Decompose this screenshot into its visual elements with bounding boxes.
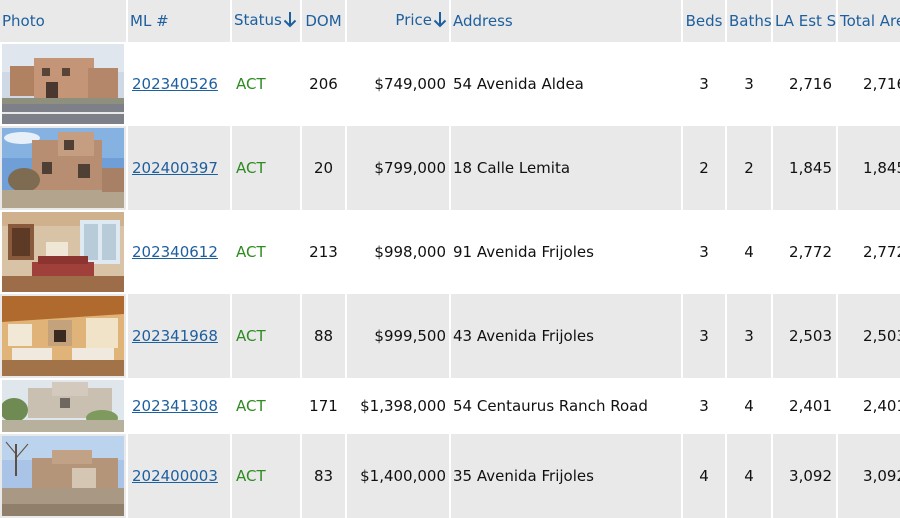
ml-number-link[interactable]: 202341308 [132, 397, 218, 415]
ml-number-cell: 202340612 [128, 210, 230, 294]
total-area-cell: 3,092 [838, 434, 900, 518]
status-cell: ACT [232, 210, 300, 294]
la-est-cell: 2,401 [773, 378, 836, 434]
status-cell: ACT [232, 434, 300, 518]
column-header-baths[interactable]: Baths [727, 0, 771, 42]
address-cell: 18 Calle Lemita [451, 126, 681, 210]
table-row[interactable]: 202340612 ACT 213 $998,000 91 Avenida Fr… [0, 210, 900, 294]
table-row[interactable]: 202400003 ACT 83 $1,400,000 35 Avenida F… [0, 434, 900, 518]
baths-cell: 3 [727, 42, 771, 126]
address-cell: 54 Avenida Aldea [451, 42, 681, 126]
listing-photo-cell[interactable] [0, 294, 126, 378]
column-header-address[interactable]: Address [451, 0, 681, 42]
interior-living-room-photo[interactable] [2, 296, 124, 376]
dom-cell: 206 [302, 42, 345, 126]
table-row[interactable]: 202341308 ACT 171 $1,398,000 54 Centauru… [0, 378, 900, 434]
column-header-photo[interactable]: Photo [0, 0, 126, 42]
price-cell: $799,000 [347, 126, 449, 210]
address-cell: 54 Centaurus Ranch Road [451, 378, 681, 434]
ml-number-link[interactable]: 202340612 [132, 243, 218, 261]
la-est-cell: 2,503 [773, 294, 836, 378]
price-cell: $998,000 [347, 210, 449, 294]
header-row: Photo ML # Status DOM Price Address Beds… [0, 0, 900, 42]
table-row[interactable]: 202340526 ACT 206 $749,000 54 Avenida Al… [0, 42, 900, 126]
address-cell: 43 Avenida Frijoles [451, 294, 681, 378]
baths-cell: 4 [727, 434, 771, 518]
beds-cell: 4 [683, 434, 725, 518]
status-cell: ACT [232, 42, 300, 126]
column-header-dom[interactable]: DOM [302, 0, 345, 42]
total-area-cell: 2,772 [838, 210, 900, 294]
house-exterior-photo[interactable] [2, 128, 124, 208]
la-est-cell: 2,716 [773, 42, 836, 126]
price-cell: $1,398,000 [347, 378, 449, 434]
listing-photo-cell[interactable] [0, 210, 126, 294]
arrow-down-icon[interactable] [283, 11, 297, 32]
house-exterior-photo[interactable] [2, 436, 124, 516]
status-cell: ACT [232, 378, 300, 434]
total-area-cell: 2,401 [838, 378, 900, 434]
table-row[interactable]: 202400397 ACT 20 $799,000 18 Calle Lemit… [0, 126, 900, 210]
ml-number-link[interactable]: 202341968 [132, 327, 218, 345]
beds-cell: 3 [683, 294, 725, 378]
price-cell: $999,500 [347, 294, 449, 378]
total-area-cell: 2,503 [838, 294, 900, 378]
la-est-cell: 3,092 [773, 434, 836, 518]
ml-number-cell: 202400003 [128, 434, 230, 518]
address-cell: 91 Avenida Frijoles [451, 210, 681, 294]
beds-cell: 3 [683, 210, 725, 294]
dom-cell: 20 [302, 126, 345, 210]
ml-number-cell: 202340526 [128, 42, 230, 126]
la-est-cell: 1,845 [773, 126, 836, 210]
baths-cell: 3 [727, 294, 771, 378]
ml-number-link[interactable]: 202400003 [132, 467, 218, 485]
baths-cell: 4 [727, 210, 771, 294]
column-header-price[interactable]: Price [347, 0, 449, 42]
price-cell: $1,400,000 [347, 434, 449, 518]
baths-cell: 2 [727, 126, 771, 210]
la-est-cell: 2,772 [773, 210, 836, 294]
listing-photo-cell[interactable] [0, 126, 126, 210]
listing-photo-cell[interactable] [0, 434, 126, 518]
column-header-beds[interactable]: Beds [683, 0, 725, 42]
ml-number-link[interactable]: 202340526 [132, 75, 218, 93]
beds-cell: 3 [683, 42, 725, 126]
dom-cell: 171 [302, 378, 345, 434]
ml-number-cell: 202400397 [128, 126, 230, 210]
house-exterior-photo[interactable] [2, 44, 124, 124]
listing-photo-cell[interactable] [0, 42, 126, 126]
ml-number-link[interactable]: 202400397 [132, 159, 218, 177]
ml-number-cell: 202341968 [128, 294, 230, 378]
total-area-cell: 1,845 [838, 126, 900, 210]
column-header-status[interactable]: Status [232, 0, 300, 42]
column-header-ml-number[interactable]: ML # [128, 0, 230, 42]
table-row[interactable]: 202341968 ACT 88 $999,500 43 Avenida Fri… [0, 294, 900, 378]
dom-cell: 88 [302, 294, 345, 378]
column-header-la-est[interactable]: LA Est S [773, 0, 836, 42]
house-exterior-photo[interactable] [2, 380, 124, 432]
total-area-cell: 2,716 [838, 42, 900, 126]
interior-living-room-photo[interactable] [2, 212, 124, 292]
ml-number-cell: 202341308 [128, 378, 230, 434]
price-cell: $749,000 [347, 42, 449, 126]
address-cell: 35 Avenida Frijoles [451, 434, 681, 518]
status-cell: ACT [232, 126, 300, 210]
baths-cell: 4 [727, 378, 771, 434]
dom-cell: 213 [302, 210, 345, 294]
dom-cell: 83 [302, 434, 345, 518]
arrow-down-icon[interactable] [433, 11, 447, 32]
beds-cell: 2 [683, 126, 725, 210]
listing-photo-cell[interactable] [0, 378, 126, 434]
beds-cell: 3 [683, 378, 725, 434]
status-cell: ACT [232, 294, 300, 378]
column-header-total-area[interactable]: Total Area [838, 0, 900, 42]
